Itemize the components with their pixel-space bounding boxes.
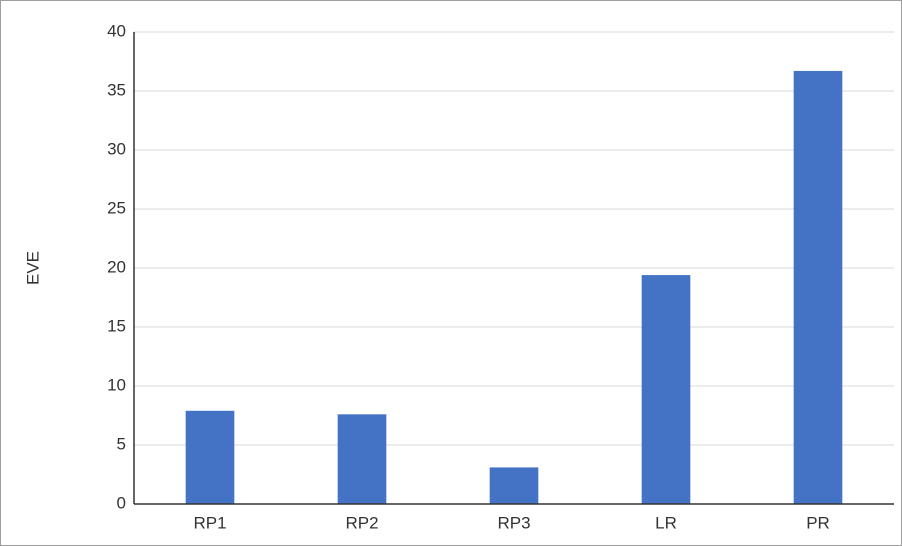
- y-tick-label: 40: [107, 21, 126, 40]
- y-tick-label: 35: [107, 80, 126, 99]
- x-tick-label: RP3: [497, 513, 530, 532]
- y-axis-label: EVE: [23, 251, 42, 285]
- bar: [185, 410, 235, 504]
- y-tick-label: 0: [117, 493, 126, 512]
- y-tick-label: 25: [107, 198, 126, 217]
- x-tick-label: RP2: [345, 513, 378, 532]
- bar: [337, 414, 387, 504]
- y-tick-label: 10: [107, 375, 126, 394]
- y-tick-label: 30: [107, 139, 126, 158]
- y-tick-label: 20: [107, 257, 126, 276]
- bar: [489, 467, 539, 504]
- y-tick-label: 5: [117, 434, 126, 453]
- y-tick-label: 15: [107, 316, 126, 335]
- x-tick-label: LR: [655, 513, 677, 532]
- x-tick-label: PR: [806, 513, 830, 532]
- bar: [641, 275, 691, 504]
- x-tick-label: RP1: [193, 513, 226, 532]
- bar: [793, 70, 843, 504]
